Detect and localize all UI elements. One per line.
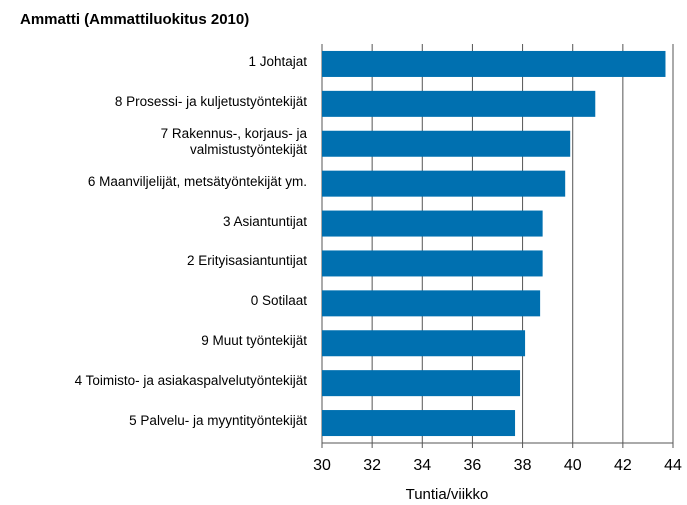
x-tick-label: 34 [413, 457, 431, 474]
y-tick-label: 8 Prosessi- ja kuljetustyöntekijät [114, 93, 307, 109]
y-tick-label: 3 Asiantuntijat [222, 213, 307, 229]
bar [322, 210, 543, 237]
bar [322, 290, 541, 317]
x-tick-label: 36 [464, 457, 482, 474]
x-tick-label: 40 [564, 457, 582, 474]
y-tick-label: 6 Maanviljelijät, metsätyöntekijät ym. [87, 173, 307, 189]
y-tick-label: 0 Sotilaat [250, 293, 307, 309]
bar [322, 130, 571, 157]
x-tick-label: 30 [313, 457, 331, 474]
bar [322, 330, 526, 357]
y-tick-label: 2 Erityisasiantuntijat [186, 253, 307, 269]
x-tick-label: 38 [514, 457, 532, 474]
bar [322, 250, 543, 277]
y-tick-label: 4 Toimisto- ja asiakaspalvelutyöntekijät [74, 373, 307, 389]
x-axis-label: Tuntia/viikko [406, 486, 489, 503]
bar [322, 90, 596, 117]
x-tick-label: 32 [363, 457, 381, 474]
bar [322, 170, 566, 197]
x-tick-label: 42 [614, 457, 632, 474]
bar [322, 410, 516, 437]
bar [322, 50, 666, 77]
y-tick-label: 5 Palvelu- ja myyntityöntekijät [129, 413, 307, 429]
chart-title: Ammatti (Ammattiluokitus 2010) [20, 11, 249, 28]
y-tick-label: 1 Johtajat [248, 53, 307, 69]
x-tick-label: 44 [664, 457, 682, 474]
bar [322, 370, 521, 397]
y-tick-label: 9 Muut työntekijät [201, 333, 307, 349]
y-tick-label: 7 Rakennus-, korjaus- ja valmistustyönte… [160, 125, 307, 157]
